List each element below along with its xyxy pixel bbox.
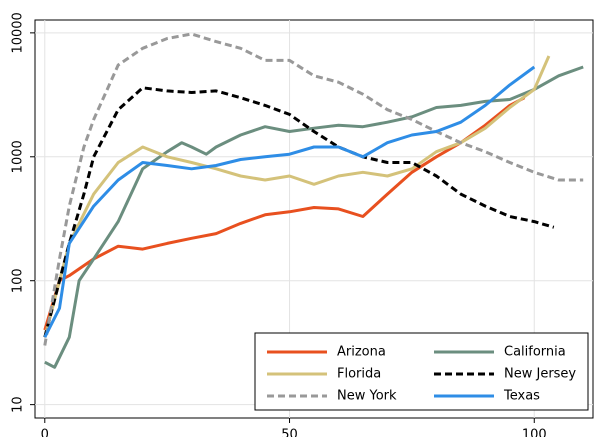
series-line xyxy=(43,32,584,346)
legend-label: Arizona xyxy=(337,345,386,360)
series-line xyxy=(43,86,555,338)
y-tick-label: 10 xyxy=(11,396,26,413)
legend-label: Florida xyxy=(337,367,381,382)
series-line xyxy=(43,96,526,331)
x-tick-label: 50 xyxy=(281,428,298,437)
legend-label: New York xyxy=(337,389,397,404)
legend-box xyxy=(254,332,589,411)
legend-label: Texas xyxy=(503,389,540,404)
series-line xyxy=(43,65,536,338)
x-tick-label: 100 xyxy=(522,428,547,437)
x-tick-label: 0 xyxy=(41,428,49,437)
y-tick-label: 100 xyxy=(11,268,26,293)
series-line xyxy=(44,65,584,369)
y-tick-label: 10000 xyxy=(11,12,26,53)
series-line xyxy=(43,55,551,338)
legend-label: California xyxy=(504,345,566,360)
y-tick-label: 1000 xyxy=(11,140,26,173)
legend-label: New Jersey xyxy=(504,367,576,382)
